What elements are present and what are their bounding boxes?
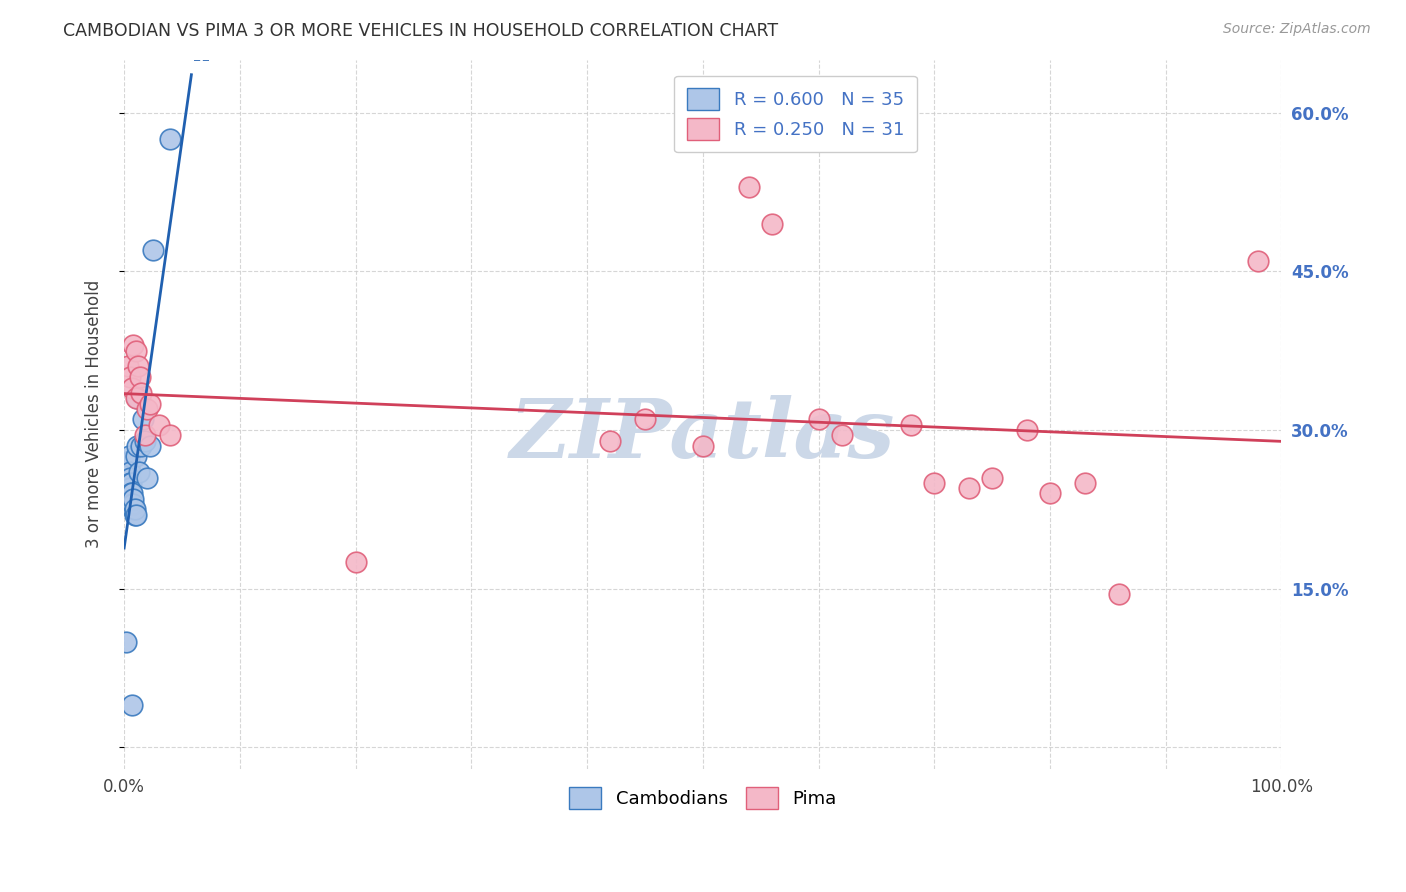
Point: [118, 466, 141, 480]
Point: [125, 391, 148, 405]
Point: [738, 179, 761, 194]
Point: [117, 460, 139, 475]
Point: [131, 386, 153, 401]
Text: ZIPatlas: ZIPatlas: [510, 395, 896, 475]
Point: [118, 460, 141, 475]
Point: [115, 455, 138, 469]
Point: [634, 412, 657, 426]
Point: [981, 470, 1004, 484]
Point: [115, 634, 138, 648]
Point: [125, 343, 148, 358]
Point: [807, 412, 830, 426]
Point: [127, 359, 149, 374]
Point: [138, 439, 160, 453]
Point: [1073, 475, 1095, 490]
Point: [138, 396, 160, 410]
Point: [125, 439, 148, 453]
Point: [131, 439, 153, 453]
Point: [121, 381, 143, 395]
Point: [124, 508, 146, 522]
Point: [159, 428, 181, 442]
Point: [117, 359, 139, 374]
Point: [122, 338, 145, 352]
Point: [900, 417, 922, 432]
Text: CAMBODIAN VS PIMA 3 OR MORE VEHICLES IN HOUSEHOLD CORRELATION CHART: CAMBODIAN VS PIMA 3 OR MORE VEHICLES IN …: [63, 22, 779, 40]
Point: [118, 455, 141, 469]
Point: [121, 491, 143, 506]
Point: [117, 455, 139, 469]
Point: [120, 475, 142, 490]
Point: [1015, 423, 1038, 437]
Point: [136, 401, 159, 416]
Point: [134, 428, 156, 442]
Point: [121, 698, 143, 713]
Point: [115, 470, 138, 484]
Point: [124, 502, 146, 516]
Text: Source: ZipAtlas.com: Source: ZipAtlas.com: [1223, 22, 1371, 37]
Point: [599, 434, 621, 448]
Point: [122, 497, 145, 511]
Point: [125, 450, 148, 464]
Point: [118, 475, 141, 490]
Point: [128, 466, 150, 480]
Point: [121, 497, 143, 511]
Point: [159, 132, 181, 146]
Point: [129, 370, 152, 384]
Point: [136, 470, 159, 484]
Point: [118, 481, 141, 495]
Point: [692, 439, 714, 453]
Y-axis label: 3 or more Vehicles in Household: 3 or more Vehicles in Household: [86, 280, 103, 549]
Point: [344, 555, 367, 569]
Point: [118, 470, 141, 484]
Point: [1039, 486, 1062, 500]
Point: [761, 217, 783, 231]
Point: [148, 417, 170, 432]
Point: [922, 475, 945, 490]
Point: [131, 412, 153, 426]
Point: [1108, 587, 1130, 601]
Point: [122, 491, 145, 506]
Point: [118, 450, 141, 464]
Point: [125, 508, 148, 522]
Point: [122, 502, 145, 516]
Point: [118, 370, 141, 384]
Point: [121, 486, 143, 500]
Point: [120, 486, 142, 500]
Point: [134, 434, 156, 448]
Point: [831, 428, 853, 442]
Point: [142, 243, 165, 257]
Point: [957, 481, 980, 495]
Point: [125, 391, 148, 405]
Legend: Cambodians, Pima: Cambodians, Pima: [561, 780, 844, 816]
Point: [1247, 253, 1270, 268]
